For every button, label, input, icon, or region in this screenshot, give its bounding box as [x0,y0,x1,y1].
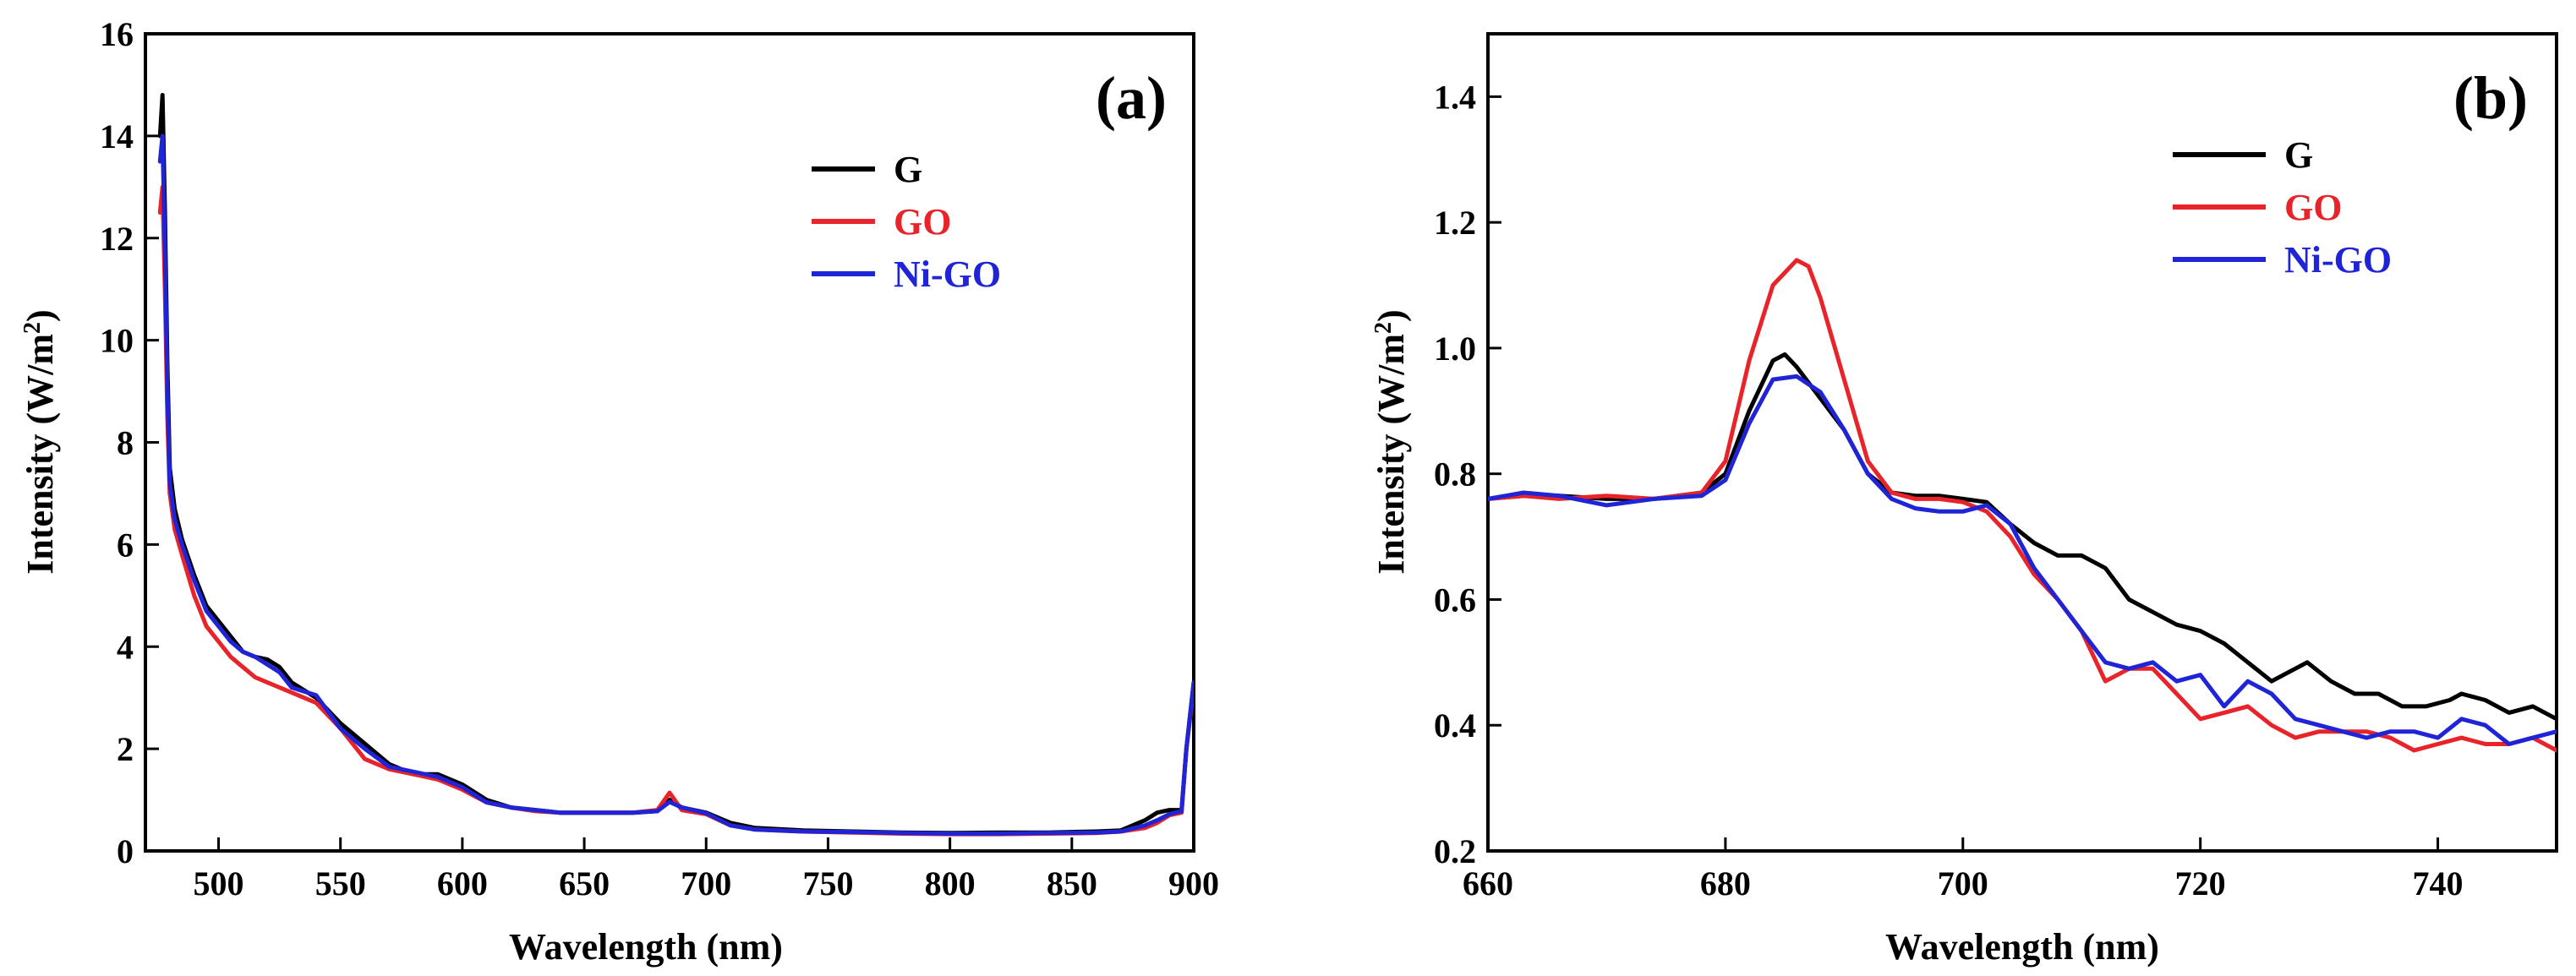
series-line-ni-go [157,134,1194,836]
chart-b-series [1488,258,2557,753]
y-tick-label: 2 [117,730,134,768]
y-tick-label: 1.0 [1434,330,1476,368]
y-tick-label: 12 [100,220,134,258]
series-line-g [157,93,1194,836]
chart-b-x-axis-label: Wavelength (nm) [1885,926,2159,968]
chart-b-frame [1486,32,2558,853]
chart-a-x-axis-label: Wavelength (nm) [509,926,783,968]
chart-a-legend: G GO Ni-GO [812,149,1001,295]
x-tick-label: 750 [802,864,853,902]
y-tick-label: 4 [117,628,134,666]
chart-a-y-ticks: 0 2 4 6 8 10 12 14 16 [100,15,159,870]
chart-b-x-ticks: 660 680 700 720 740 [1463,837,2464,902]
x-tick-label: 700 [1938,864,1988,902]
x-tick-label: 700 [681,864,731,902]
x-tick-label: 900 [1168,864,1219,902]
chart-b: 660 680 700 720 740 0.2 0.4 0.6 0.8 1.0 1.2 1.4 (b… [1370,32,2558,968]
y-tick-label: 1.4 [1434,78,1476,116]
legend-label-ni-go: Ni-GO [894,254,1001,295]
chart-b-y-ticks: 0.2 0.4 0.6 0.8 1.0 1.2 1.4 [1434,78,1501,870]
chart-b-legend: G GO Ni-GO [2173,134,2392,281]
chart-a-panel-label: (a) [1096,64,1167,132]
x-tick-label: 680 [1700,864,1751,902]
x-tick-label: 720 [2175,864,2226,902]
x-tick-label: 600 [437,864,488,902]
series-line-ni-go [1488,373,2557,746]
x-tick-label: 660 [1463,864,1513,902]
chart-b-panel-label: (b) [2453,64,2528,132]
x-tick-label: 800 [925,864,976,902]
chart-b-y-axis-label: Intensity (W/m2) [1370,309,1413,574]
chart-a-x-ticks: 500 550 600 650 700 750 800 850 900 [194,837,1219,902]
chart-a-frame [144,32,1195,853]
y-tick-label: 1.2 [1434,204,1476,242]
chart-a: 500 550 600 650 700 750 800 850 900 0 2 4 6 8 10 12 14 1… [19,15,1220,968]
chart-a-series [157,93,1194,837]
series-line-g [1488,352,2557,722]
y-tick-label: 6 [117,526,134,564]
x-tick-label: 650 [559,864,610,902]
x-tick-label: 550 [315,864,366,902]
y-tick-label: 0.4 [1434,706,1476,744]
legend-label-g: G [2284,134,2313,176]
y-tick-label: 0 [117,832,134,870]
legend-label-g: G [894,149,922,190]
chart-a-y-axis-label: Intensity (W/m2) [19,309,62,574]
series-line-go [1488,258,2557,753]
series-line-go [157,184,1194,837]
legend-label-ni-go: Ni-GO [2284,239,2392,281]
y-tick-label: 0.2 [1434,832,1476,870]
legend-label-go: GO [2284,187,2342,228]
y-tick-label: 0.8 [1434,455,1476,493]
x-tick-label: 850 [1047,864,1097,902]
y-tick-label: 14 [100,117,134,155]
y-tick-label: 16 [100,15,134,53]
x-tick-label: 740 [2413,864,2464,902]
legend-label-go: GO [894,201,951,243]
y-tick-label: 10 [100,322,134,360]
y-tick-label: 8 [117,424,134,462]
x-tick-label: 500 [194,864,244,902]
y-tick-label: 0.6 [1434,581,1476,619]
